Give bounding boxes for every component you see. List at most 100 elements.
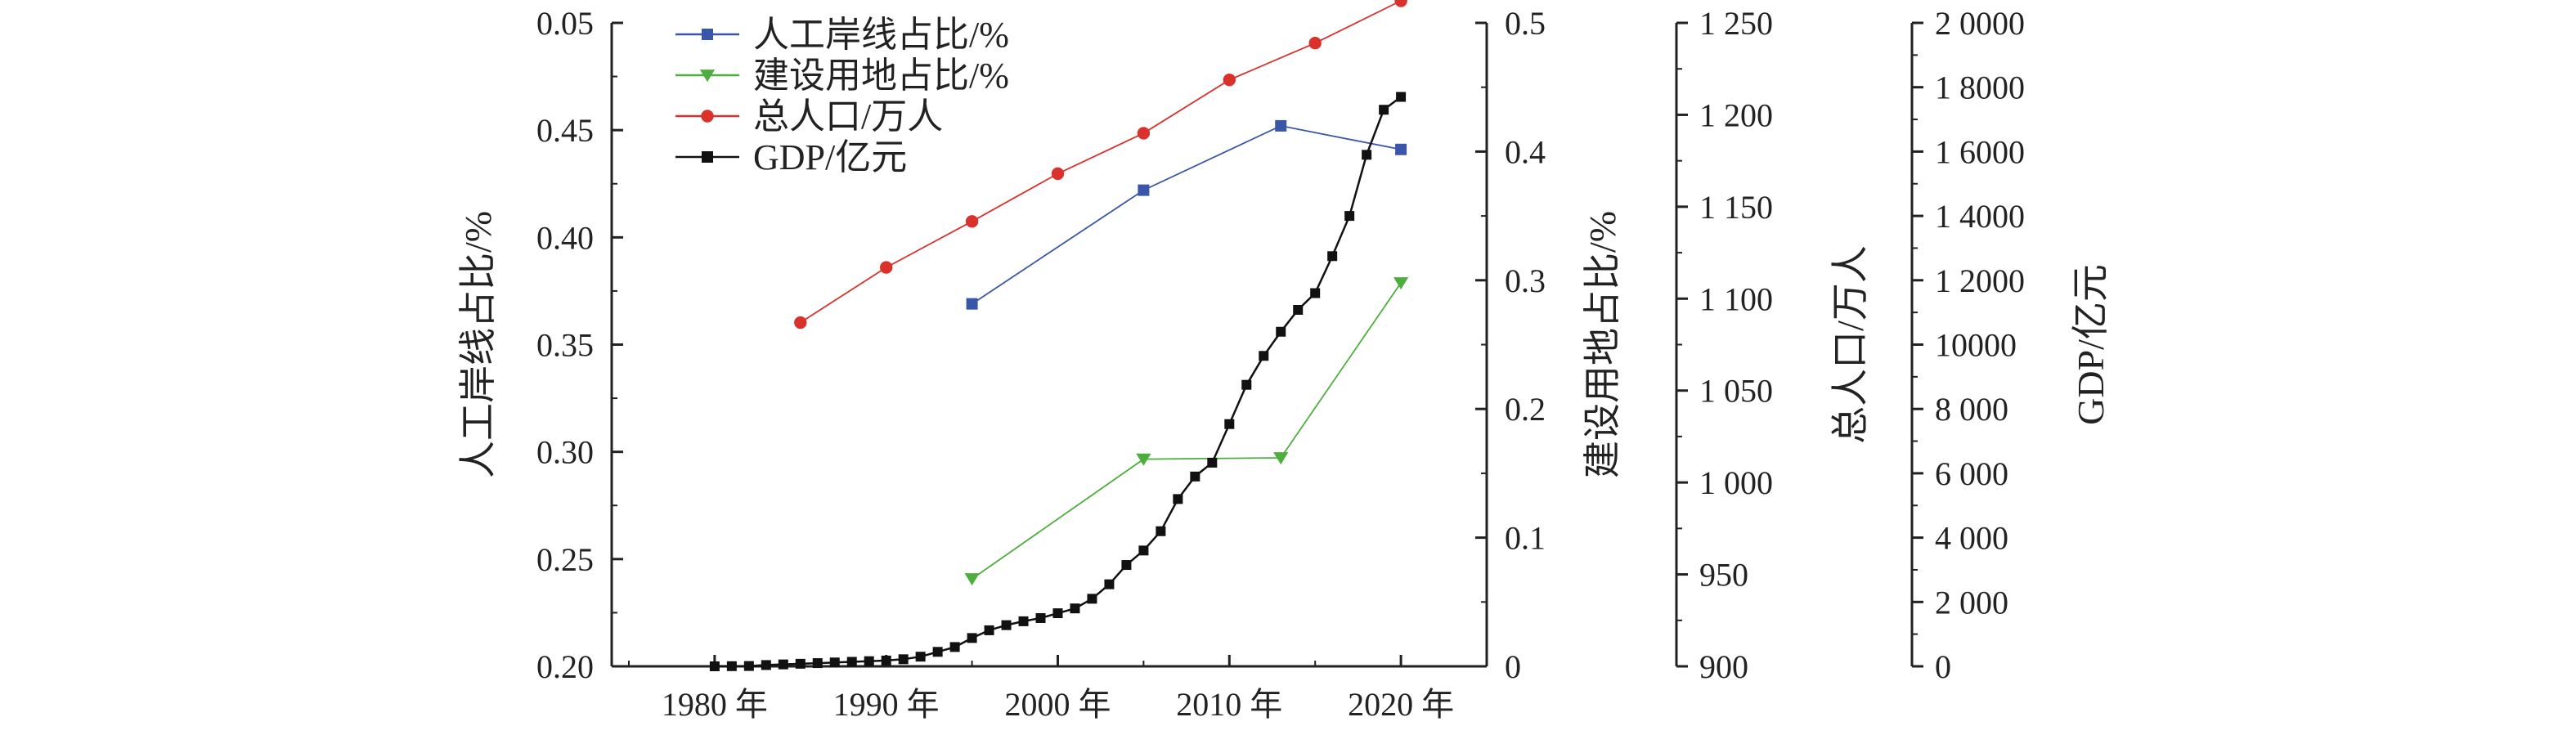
data-point [1241, 379, 1252, 390]
data-point [1223, 74, 1236, 87]
coast-tick-label: 0.05 [536, 5, 594, 42]
pop-axis-tick-label: 1 000 [1699, 464, 1773, 501]
data-point [965, 215, 979, 228]
data-point [881, 655, 891, 666]
series-line-1 [972, 282, 1402, 580]
data-point [1308, 37, 1322, 50]
land-axis-title: 建设用地占比/% [1582, 211, 1623, 478]
gdp-axis-tick-label: 1 2000 [1935, 262, 2025, 299]
land-tick-label: 0.3 [1505, 262, 1546, 299]
series-1 [964, 277, 1409, 586]
data-point [1136, 453, 1151, 466]
data-point [1051, 167, 1065, 181]
pop-axis-title: 总人口/万人 [1829, 245, 1871, 444]
data-point [1344, 211, 1355, 222]
gdp-axis-tick-label: 10000 [1935, 327, 2017, 364]
legend-marker [699, 69, 716, 83]
data-point [966, 298, 978, 310]
data-point [1393, 277, 1409, 290]
gdp-axis-tick-label: 2 000 [1935, 584, 2008, 621]
pop-axis-tick-label: 1 050 [1699, 373, 1773, 410]
gdp-axis-title: GDP/亿元 [2070, 264, 2112, 425]
data-point [795, 658, 806, 669]
data-point [1293, 305, 1304, 316]
data-point [1273, 452, 1289, 465]
data-point [846, 657, 857, 667]
legend-label: GDP/亿元 [753, 137, 907, 177]
gdp-axis-tick-label: 8 000 [1935, 391, 2008, 428]
pop-axis-tick-label: 1 100 [1699, 280, 1773, 317]
land-tick-label: 0.2 [1505, 391, 1546, 428]
data-point [761, 660, 771, 670]
gdp-axis-tick-label: 1 4000 [1935, 198, 2025, 235]
data-point [1276, 326, 1286, 337]
series-0 [966, 119, 1407, 310]
coast-axis-title: 人工岸线占比/% [457, 211, 499, 478]
legend-marker [702, 29, 713, 40]
data-point [726, 661, 737, 671]
data-point [967, 633, 977, 643]
data-point [1190, 471, 1200, 482]
data-point [1104, 579, 1115, 589]
x-tick-label: 1990 年 [833, 686, 940, 723]
pop-axis-tick-label: 1 200 [1699, 96, 1773, 133]
data-point [1087, 594, 1097, 604]
data-point [1070, 603, 1080, 614]
data-point [864, 656, 874, 666]
data-point [1138, 184, 1150, 196]
gdp-axis-tick-label: 1 6000 [1935, 133, 2025, 170]
coast-tick-label: 0.35 [536, 327, 594, 364]
data-point [1362, 150, 1372, 160]
data-point [949, 642, 960, 652]
pop-axis-tick-label: 1 150 [1699, 189, 1773, 226]
data-point [1018, 616, 1029, 626]
gdp-axis-tick-label: 2 0000 [1935, 5, 2025, 42]
data-point [964, 573, 980, 586]
pop-axis-tick-label: 1 250 [1699, 5, 1773, 42]
legend-marker [702, 151, 713, 163]
land-tick-label: 0.5 [1505, 5, 1546, 42]
land-tick-label: 0.1 [1505, 520, 1546, 557]
x-tick-label: 2000 年 [1004, 686, 1111, 723]
data-point [1137, 127, 1151, 140]
data-point [829, 657, 840, 668]
data-point [1275, 119, 1287, 132]
coast-tick-label: 0.40 [536, 219, 594, 256]
data-point [1138, 545, 1149, 556]
series-layer [709, 0, 1409, 671]
data-point [1035, 612, 1046, 623]
data-point [709, 661, 720, 671]
data-point [1327, 251, 1338, 262]
legend-label: 建设用地占比/% [753, 56, 1009, 96]
x-tick-label: 1980 年 [662, 686, 768, 723]
data-point [1396, 92, 1407, 102]
series-2 [794, 0, 1407, 329]
series-line-3 [714, 96, 1402, 668]
data-point [1395, 143, 1407, 155]
gdp-axis-tick-label: 0 [1935, 648, 1951, 685]
legend-label: 总人口/万人 [753, 96, 943, 137]
data-point [794, 316, 807, 329]
x-tick-label: 2020 年 [1348, 686, 1454, 723]
series-line-2 [800, 0, 1402, 324]
data-point [1207, 457, 1218, 468]
data-point [915, 652, 926, 662]
data-point [898, 654, 909, 665]
coast-tick-label: 0.45 [536, 112, 594, 149]
data-point [1156, 526, 1166, 536]
gdp-axis-tick-label: 1 8000 [1935, 69, 2025, 106]
data-point [812, 658, 823, 669]
data-point [879, 261, 893, 274]
data-point [1001, 620, 1012, 630]
legend-marker [701, 110, 714, 123]
legend-label: 人工岸线占比/% [753, 15, 1009, 55]
x-tick-label: 2010 年 [1176, 686, 1282, 723]
data-point [743, 661, 754, 671]
coast-tick-label: 0.25 [536, 541, 594, 578]
data-point [1224, 419, 1235, 429]
gdp-axis-tick-label: 6 000 [1935, 455, 2008, 492]
data-point [1310, 288, 1321, 298]
pop-axis-tick-label: 950 [1699, 557, 1748, 594]
